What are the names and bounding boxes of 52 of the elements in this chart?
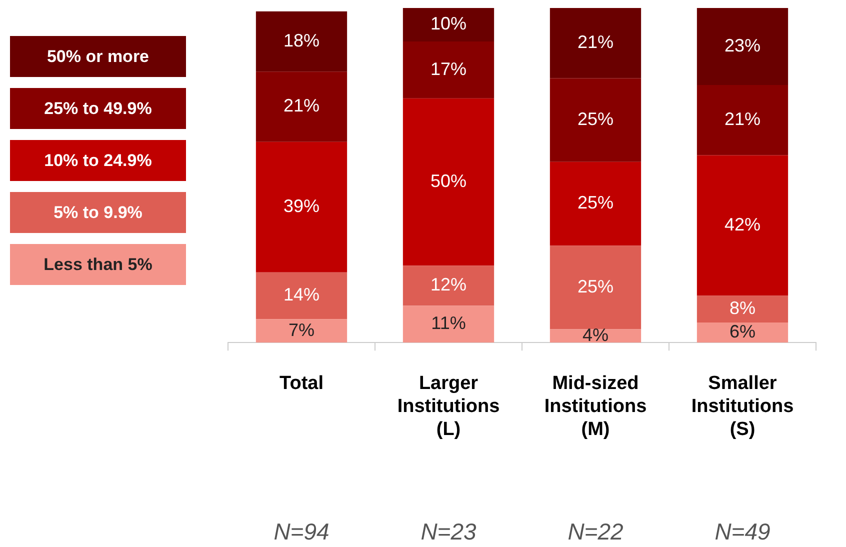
data-label: 21%: [283, 96, 320, 116]
bar: [550, 78, 642, 162]
data-label: 23%: [724, 35, 761, 56]
data-label: 39%: [283, 196, 320, 216]
data-label: 7%: [288, 320, 315, 340]
x-tick-label: Mid-sized Institutions (M): [544, 373, 647, 440]
bar: [256, 272, 348, 320]
bar: [696, 8, 788, 85]
data-label: 4%: [582, 324, 609, 345]
data-label: 10%: [430, 14, 467, 34]
data-label: 21%: [724, 109, 761, 130]
bar: [696, 322, 788, 343]
bar: [550, 246, 642, 330]
bar: [696, 84, 788, 156]
data-label: 8%: [729, 298, 756, 318]
text: N=23: [420, 518, 477, 544]
bar: [550, 162, 642, 246]
x-tick-label: Total: [280, 373, 324, 394]
data-label: 25%: [577, 109, 614, 130]
text: Less than 5%: [10, 244, 186, 285]
text: N=22: [568, 518, 624, 544]
text: 50% or more: [10, 36, 186, 77]
x-tick-label: Smaller Institutions (S): [691, 373, 794, 440]
bar: [402, 41, 494, 98]
text: N=49: [714, 518, 771, 544]
x-tick-label: Larger Institutions (L): [397, 373, 500, 440]
data-label: 14%: [283, 284, 320, 305]
bar: [550, 8, 642, 78]
text: 10% to 24.9%: [10, 140, 186, 181]
data-label: 42%: [724, 214, 761, 234]
data-label: 25%: [577, 276, 614, 296]
data-label: 18%: [283, 30, 320, 50]
bar: [256, 72, 348, 142]
bar: [696, 296, 788, 323]
bar: [402, 266, 494, 306]
data-label: 6%: [729, 322, 756, 342]
data-label: 21%: [577, 32, 614, 52]
bar: [256, 142, 348, 272]
bar: [696, 155, 788, 296]
bar: [402, 98, 494, 266]
bar: [402, 306, 494, 343]
data-label: 17%: [430, 58, 467, 79]
bar: [256, 319, 348, 343]
bar: [256, 11, 348, 72]
text: N=94: [274, 518, 330, 544]
bar: [402, 8, 494, 42]
data-label: 50%: [430, 170, 467, 191]
data-label: 12%: [430, 274, 467, 295]
data-label: 25%: [577, 192, 614, 213]
text: 5% to 9.9%: [10, 192, 186, 233]
data-label: 11%: [431, 313, 466, 334]
text: 25% to 49.9%: [10, 88, 186, 129]
